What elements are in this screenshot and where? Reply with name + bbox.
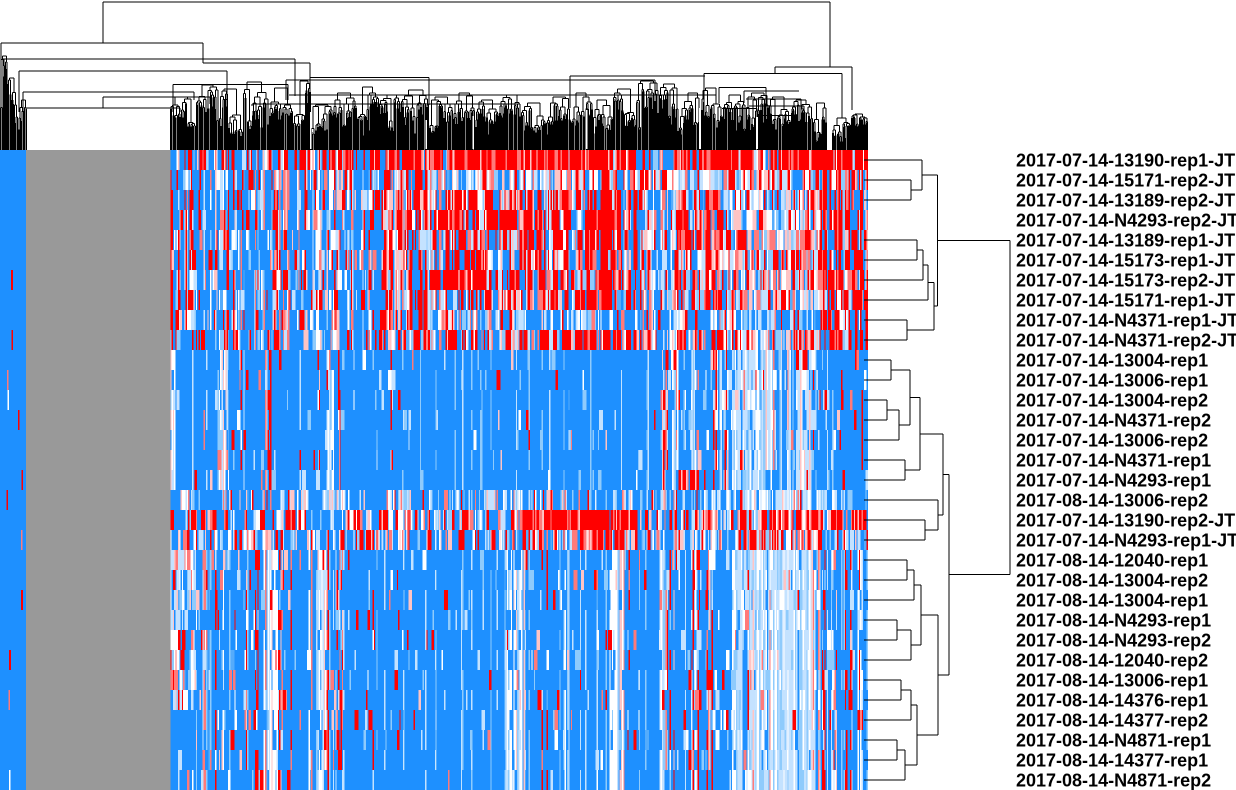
svg-text:2017-07-14-N4293-rep1-JT: 2017-07-14-N4293-rep1-JT [1016,531,1236,551]
svg-text:2017-07-14-N4371-rep2: 2017-07-14-N4371-rep2 [1016,411,1211,431]
svg-text:2017-07-14-13190-rep2-JT: 2017-07-14-13190-rep2-JT [1016,511,1235,531]
svg-text:2017-08-14-12040-rep2: 2017-08-14-12040-rep2 [1016,651,1208,671]
svg-text:2017-08-14-N4293-rep2: 2017-08-14-N4293-rep2 [1016,631,1211,651]
svg-text:2017-08-14-13006-rep2: 2017-08-14-13006-rep2 [1016,491,1208,511]
svg-text:2017-07-14-13006-rep2: 2017-07-14-13006-rep2 [1016,431,1208,451]
svg-text:2017-07-14-13006-rep1: 2017-07-14-13006-rep1 [1016,371,1208,391]
svg-text:2017-08-14-13004-rep1: 2017-08-14-13004-rep1 [1016,591,1208,611]
svg-text:2017-08-14-14377-rep2: 2017-08-14-14377-rep2 [1016,711,1208,731]
svg-text:2017-07-14-N4293-rep2-JT: 2017-07-14-N4293-rep2-JT [1016,211,1236,231]
svg-text:2017-08-14-13004-rep2: 2017-08-14-13004-rep2 [1016,571,1208,591]
svg-text:2017-07-14-15171-rep2-JT: 2017-07-14-15171-rep2-JT [1016,171,1235,191]
svg-text:2017-07-14-15173-rep2-JT: 2017-07-14-15173-rep2-JT [1016,271,1235,291]
svg-text:2017-08-14-N4871-rep2: 2017-08-14-N4871-rep2 [1016,771,1211,790]
svg-text:2017-08-14-13006-rep1: 2017-08-14-13006-rep1 [1016,671,1208,691]
svg-text:2017-08-14-14376-rep1: 2017-08-14-14376-rep1 [1016,691,1208,711]
svg-text:2017-07-14-N4371-rep1-JT: 2017-07-14-N4371-rep1-JT [1016,311,1236,331]
svg-text:2017-07-14-13004-rep2: 2017-07-14-13004-rep2 [1016,391,1208,411]
svg-text:2017-08-14-14377-rep1: 2017-08-14-14377-rep1 [1016,751,1208,771]
svg-text:2017-07-14-13189-rep1-JT: 2017-07-14-13189-rep1-JT [1016,231,1235,251]
svg-text:2017-07-14-13189-rep2-JT: 2017-07-14-13189-rep2-JT [1016,191,1235,211]
svg-text:2017-07-14-N4371-rep2-JT: 2017-07-14-N4371-rep2-JT [1016,331,1236,351]
svg-text:2017-07-14-13004-rep1: 2017-07-14-13004-rep1 [1016,351,1208,371]
svg-text:2017-07-14-N4371-rep1: 2017-07-14-N4371-rep1 [1016,451,1211,471]
svg-text:2017-08-14-N4871-rep1: 2017-08-14-N4871-rep1 [1016,731,1211,751]
svg-text:2017-08-14-N4293-rep1: 2017-08-14-N4293-rep1 [1016,611,1211,631]
svg-text:2017-07-14-15171-rep1-JT: 2017-07-14-15171-rep1-JT [1016,291,1235,311]
svg-text:2017-07-14-15173-rep1-JT: 2017-07-14-15173-rep1-JT [1016,251,1235,271]
svg-text:2017-07-14-N4293-rep1: 2017-07-14-N4293-rep1 [1016,471,1211,491]
svg-text:2017-07-14-13190-rep1-JT: 2017-07-14-13190-rep1-JT [1016,151,1235,171]
svg-text:2017-08-14-12040-rep1: 2017-08-14-12040-rep1 [1016,551,1208,571]
